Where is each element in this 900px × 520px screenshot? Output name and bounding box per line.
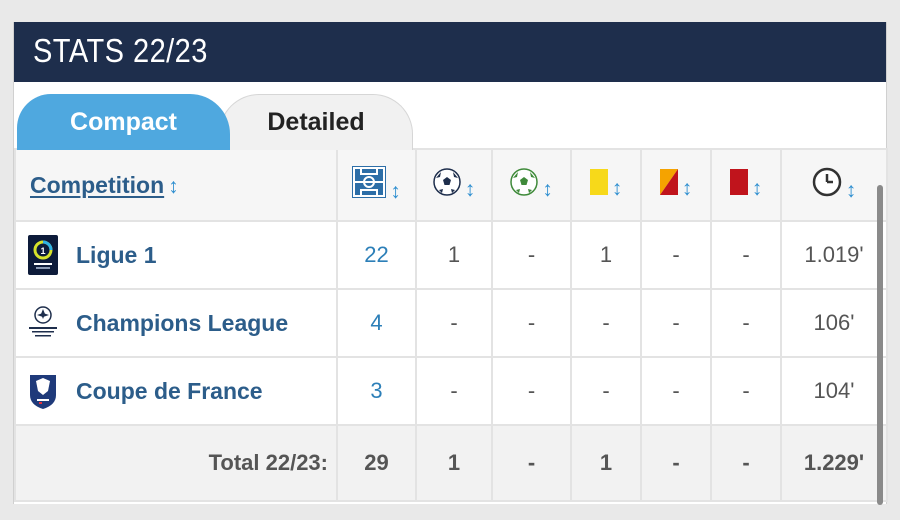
total-red: - xyxy=(710,424,782,502)
competition-link-champions-league[interactable]: Champions League xyxy=(76,309,289,336)
goals-header[interactable]: ↕ xyxy=(415,148,493,222)
sort-icon[interactable]: ↕ xyxy=(845,179,857,202)
svg-text:1: 1 xyxy=(40,246,45,256)
stats-panel: STATS 22/23 Compact Detailed Competition… xyxy=(13,22,888,505)
goals-cell: 1 xyxy=(415,220,493,290)
total-label: Total 22/23: xyxy=(14,424,338,502)
assists-cell: - xyxy=(491,288,572,358)
ucl-logo xyxy=(26,303,60,343)
total-second-yellow: - xyxy=(640,424,712,502)
stats-table: Competition ↕ ↕ xyxy=(14,148,888,502)
total-yellow: 1 xyxy=(570,424,642,502)
stats-title: STATS 22/23 xyxy=(33,32,208,69)
vertical-scrollbar[interactable] xyxy=(877,185,883,505)
competition-cell: Coupe de France xyxy=(14,356,338,426)
yellow-card-icon xyxy=(589,169,608,195)
second-yellow-cell: - xyxy=(640,356,712,426)
second-yellow-card-icon xyxy=(659,169,678,195)
yellow-card-header[interactable]: ↕ xyxy=(570,148,642,222)
minutes-cell: 106' xyxy=(780,288,888,358)
yellow-cell: - xyxy=(570,356,642,426)
competition-header-label: Competition xyxy=(30,171,165,198)
red-cell: - xyxy=(710,220,782,290)
yellow-cell: - xyxy=(570,288,642,358)
red-cell: - xyxy=(710,288,782,358)
red-card-header[interactable]: ↕ xyxy=(710,148,782,222)
assist-ball-icon xyxy=(510,168,538,196)
sort-icon[interactable]: ↕ xyxy=(611,177,623,200)
competition-link-ligue1[interactable]: Ligue 1 xyxy=(76,241,157,268)
apps-cell[interactable]: 4 xyxy=(336,288,417,358)
table-row: Coupe de France 3 - - - - - 104' xyxy=(14,356,888,426)
sort-icon[interactable]: ↕ xyxy=(681,177,693,200)
view-tabs: Compact Detailed xyxy=(14,82,886,150)
sort-icon[interactable]: ↕ xyxy=(542,178,553,201)
table-row: 1 Ligue 1 22 1 - 1 - - 1.019' xyxy=(14,220,888,290)
competition-cell: Champions League xyxy=(14,288,338,358)
ligue1-logo: 1 xyxy=(26,235,60,275)
sort-icon[interactable]: ↕ xyxy=(168,174,179,198)
total-minutes: 1.229' xyxy=(780,424,888,502)
second-yellow-cell: - xyxy=(640,220,712,290)
clock-icon xyxy=(812,167,841,197)
goals-cell: - xyxy=(415,288,493,358)
red-card-icon xyxy=(729,169,748,195)
apps-cell[interactable]: 22 xyxy=(336,220,417,290)
red-cell: - xyxy=(710,356,782,426)
cdf-logo xyxy=(26,371,60,411)
second-yellow-header[interactable]: ↕ xyxy=(640,148,712,222)
assists-cell: - xyxy=(491,356,572,426)
competition-cell: 1 Ligue 1 xyxy=(14,220,338,290)
assists-cell: - xyxy=(491,220,572,290)
total-goals: 1 xyxy=(415,424,493,502)
apps-cell[interactable]: 3 xyxy=(336,356,417,426)
total-assists: - xyxy=(491,424,572,502)
minutes-cell: 1.019' xyxy=(780,220,888,290)
total-row: Total 22/23: 29 1 - 1 - - 1.229' xyxy=(14,424,888,502)
assists-header[interactable]: ↕ xyxy=(491,148,572,222)
sort-icon[interactable]: ↕ xyxy=(390,180,401,203)
goals-cell: - xyxy=(415,356,493,426)
sort-icon[interactable]: ↕ xyxy=(464,178,476,201)
tab-compact[interactable]: Compact xyxy=(17,94,230,150)
competition-link-coupe-de-france[interactable]: Coupe de France xyxy=(76,377,263,404)
table-header-row: Competition ↕ ↕ xyxy=(14,148,888,222)
second-yellow-cell: - xyxy=(640,288,712,358)
total-apps: 29 xyxy=(336,424,417,502)
stats-header: STATS 22/23 xyxy=(14,22,886,82)
minutes-cell: 104' xyxy=(780,356,888,426)
table-row: Champions League 4 - - - - - 106' xyxy=(14,288,888,358)
sort-icon[interactable]: ↕ xyxy=(751,177,763,200)
minutes-header[interactable]: ↕ xyxy=(780,148,888,222)
competition-header[interactable]: Competition ↕ xyxy=(14,148,338,222)
pitch-icon xyxy=(352,166,387,198)
goal-ball-icon xyxy=(433,168,461,196)
apps-header[interactable]: ↕ xyxy=(336,148,417,222)
yellow-cell: 1 xyxy=(570,220,642,290)
tab-detailed[interactable]: Detailed xyxy=(219,94,413,150)
